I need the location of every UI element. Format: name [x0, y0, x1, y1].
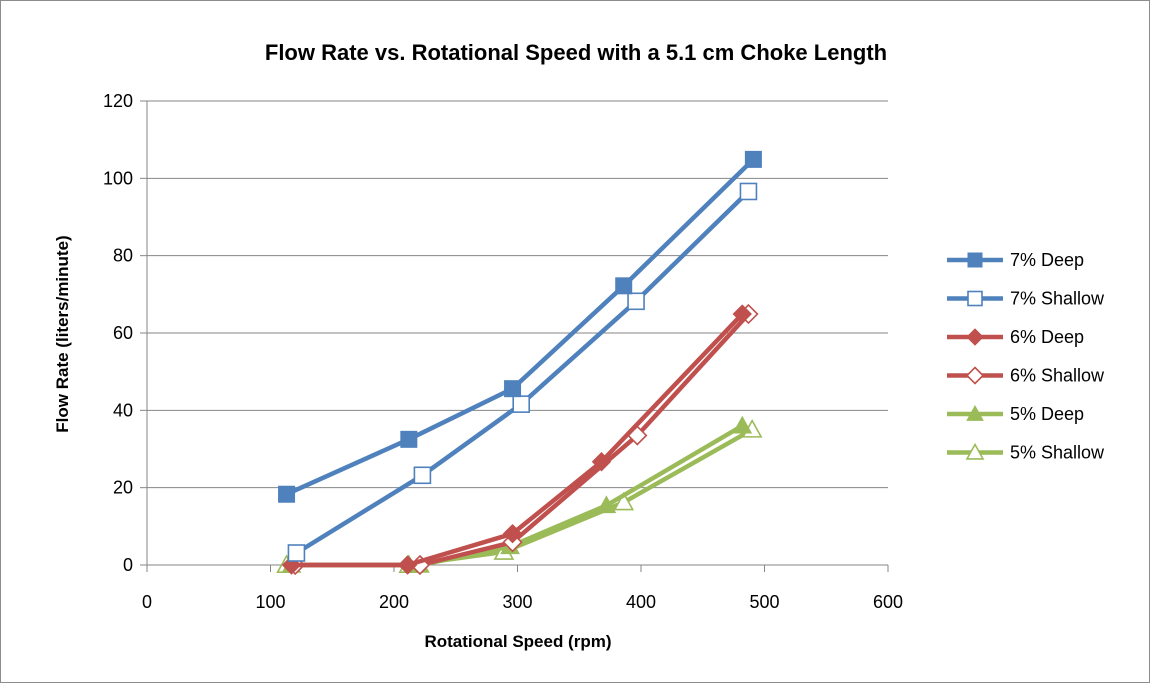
legend-label: 7% Deep — [1010, 250, 1084, 270]
data-point-square — [278, 485, 296, 503]
legend-label: 7% Shallow — [1010, 289, 1105, 309]
x-tick-label: 400 — [626, 592, 656, 612]
legend-item: 5% Shallow — [947, 443, 1105, 463]
data-point-triangle — [965, 442, 985, 460]
data-point-diamond — [397, 555, 418, 575]
legend-item: 7% Deep — [947, 250, 1084, 270]
y-tick-label: 100 — [103, 168, 133, 188]
series-5-shallow — [276, 419, 763, 574]
legend-label: 5% Deep — [1010, 404, 1084, 424]
series-5-deep — [281, 415, 753, 573]
y-tick-label: 60 — [113, 323, 133, 343]
data-point-square — [744, 150, 762, 168]
data-point-triangle — [966, 404, 984, 421]
y-tick-label: 80 — [113, 246, 133, 266]
data-point-square — [287, 544, 306, 562]
legend: 7% Deep 7% Shallow 6% Deep 6% Shallow 5% Dee… — [947, 250, 1105, 463]
series-7-deep — [278, 150, 762, 503]
x-tick-label: 100 — [255, 592, 285, 612]
y-tick-label: 0 — [123, 555, 133, 575]
legend-item: 6% Shallow — [947, 366, 1105, 386]
y-tick-label: 40 — [113, 400, 133, 420]
x-tick-label: 200 — [379, 592, 409, 612]
y-tick-label: 120 — [103, 91, 133, 111]
x-tick-labels: 0 100 200 300 400 500 600 — [142, 592, 903, 612]
data-point-square — [967, 252, 983, 268]
data-point-triangle — [613, 491, 635, 511]
chart-title: Flow Rate vs. Rotational Speed with a 5.… — [265, 40, 887, 65]
data-point-diamond — [732, 304, 752, 324]
data-point-square — [413, 466, 432, 485]
legend-label: 6% Shallow — [1010, 366, 1105, 386]
legend-item: 7% Shallow — [947, 289, 1105, 309]
gridlines — [147, 100, 888, 489]
data-point-diamond — [965, 366, 985, 385]
series-6-deep — [281, 304, 752, 575]
series-line — [284, 157, 756, 497]
legend-label: 6% Deep — [1010, 327, 1084, 347]
series-layer — [276, 150, 763, 576]
series-line — [294, 189, 751, 556]
x-axis-title: Rotational Speed (rpm) — [424, 632, 611, 651]
legend-item: 5% Deep — [947, 404, 1084, 424]
legend-label: 5% Shallow — [1010, 443, 1105, 463]
y-tick-label: 20 — [113, 478, 133, 498]
data-point-diamond — [591, 452, 612, 472]
x-tick-label: 600 — [873, 592, 903, 612]
x-tick-label: 0 — [142, 592, 152, 612]
y-tick-labels: 0 20 40 60 80 100 120 — [103, 91, 133, 575]
data-point-square — [627, 292, 645, 311]
data-point-square — [739, 182, 758, 201]
data-point-diamond — [502, 523, 523, 544]
data-point-square — [967, 290, 983, 307]
data-point-square — [512, 395, 531, 413]
series-line — [289, 311, 745, 568]
data-point-square — [615, 277, 633, 295]
data-point-diamond — [966, 328, 984, 346]
data-point-square — [400, 430, 418, 448]
series-7-shallow — [287, 182, 758, 562]
legend-item: 6% Deep — [947, 327, 1084, 347]
data-point-triangle — [732, 415, 753, 434]
data-point-triangle — [596, 495, 617, 514]
x-tick-label: 300 — [502, 592, 532, 612]
axes — [140, 100, 889, 572]
data-point-square — [504, 380, 522, 398]
y-axis-title: Flow Rate (liters/minute) — [53, 235, 72, 432]
x-tick-label: 500 — [749, 592, 779, 612]
